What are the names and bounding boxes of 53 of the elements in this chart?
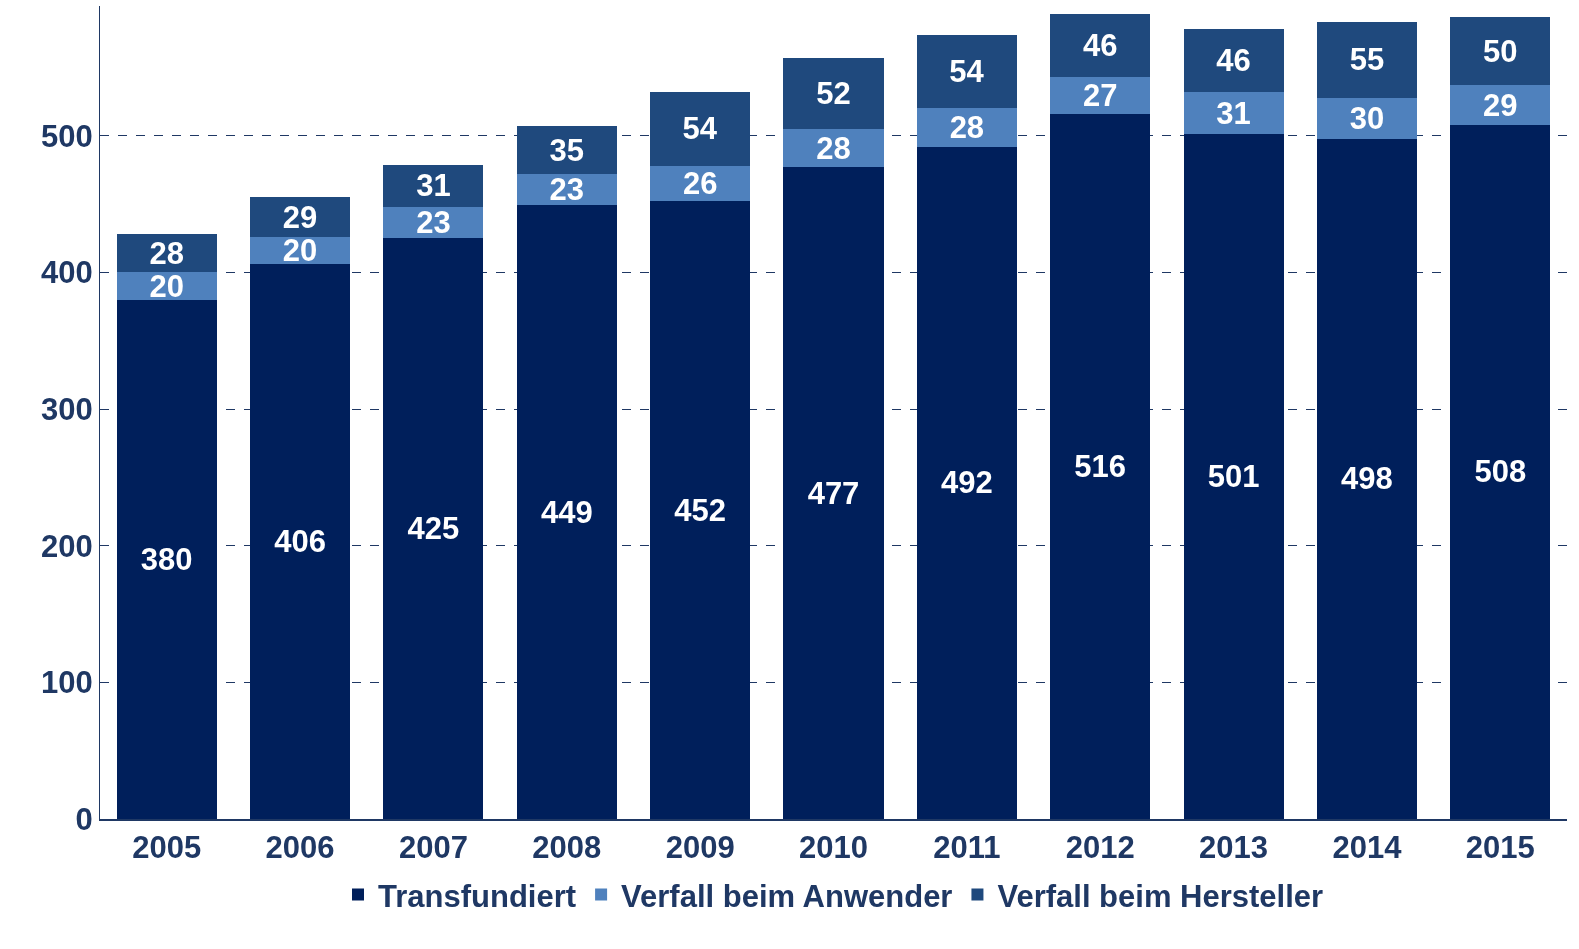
y-tick-label: 300	[41, 391, 93, 427]
y-tick-label: 0	[75, 801, 93, 837]
data-label: 406	[274, 524, 326, 560]
data-label: 20	[282, 233, 318, 269]
x-tick-label: 2015	[1465, 829, 1535, 865]
data-label: 508	[1474, 454, 1527, 490]
data-label: 50	[1483, 33, 1518, 69]
data-label: 26	[682, 166, 718, 202]
data-label: 31	[1216, 95, 1251, 131]
y-tick-label: 400	[41, 255, 93, 291]
data-label: 46	[1082, 28, 1118, 64]
x-tick-label: 2014	[1332, 829, 1403, 865]
y-tick-label: 200	[41, 528, 93, 564]
x-tick-label: 2009	[665, 829, 735, 865]
data-label: 501	[1207, 459, 1260, 495]
data-label: 35	[549, 132, 585, 168]
x-tick-label: 2011	[933, 829, 1001, 865]
data-label: 29	[282, 199, 318, 235]
x-tick-label: 2010	[799, 829, 868, 865]
legend-label: Verfall beim Anwender	[621, 878, 953, 914]
data-label: 54	[949, 54, 985, 90]
data-label: 28	[149, 235, 184, 271]
data-label: 52	[816, 75, 851, 111]
legend-label: Verfall beim Hersteller	[997, 878, 1324, 914]
data-label: 46	[1216, 43, 1251, 79]
data-label: 23	[549, 172, 585, 208]
data-label: 27	[1082, 78, 1118, 113]
data-label: 452	[674, 492, 727, 528]
legend-label: Transfundiert	[378, 878, 577, 914]
data-label: 516	[1074, 448, 1127, 484]
x-tick-label: 2008	[532, 829, 602, 865]
x-tick-label: 2013	[1199, 829, 1269, 865]
data-label: 28	[816, 130, 851, 166]
x-tick-label: 2005	[132, 829, 202, 865]
x-tick-label: 2006	[265, 829, 335, 865]
data-label: 54	[682, 111, 718, 147]
data-label: 29	[1483, 87, 1518, 123]
y-tick-label: 500	[41, 118, 93, 154]
data-label: 425	[407, 511, 460, 547]
data-label: 449	[540, 494, 593, 530]
data-label: 498	[1341, 461, 1393, 497]
y-tick-label: 100	[41, 665, 93, 701]
data-label: 23	[416, 205, 451, 241]
data-label: 492	[941, 465, 993, 501]
data-label: 380	[140, 541, 193, 577]
x-tick-label: 2007	[398, 829, 468, 865]
data-label: 28	[949, 110, 985, 146]
x-tick-label: 2012	[1065, 829, 1135, 865]
data-label: 30	[1349, 100, 1385, 136]
data-label: 55	[1349, 42, 1385, 78]
data-label: 20	[149, 268, 184, 304]
data-label: 477	[807, 475, 860, 511]
data-label: 31	[416, 168, 451, 204]
